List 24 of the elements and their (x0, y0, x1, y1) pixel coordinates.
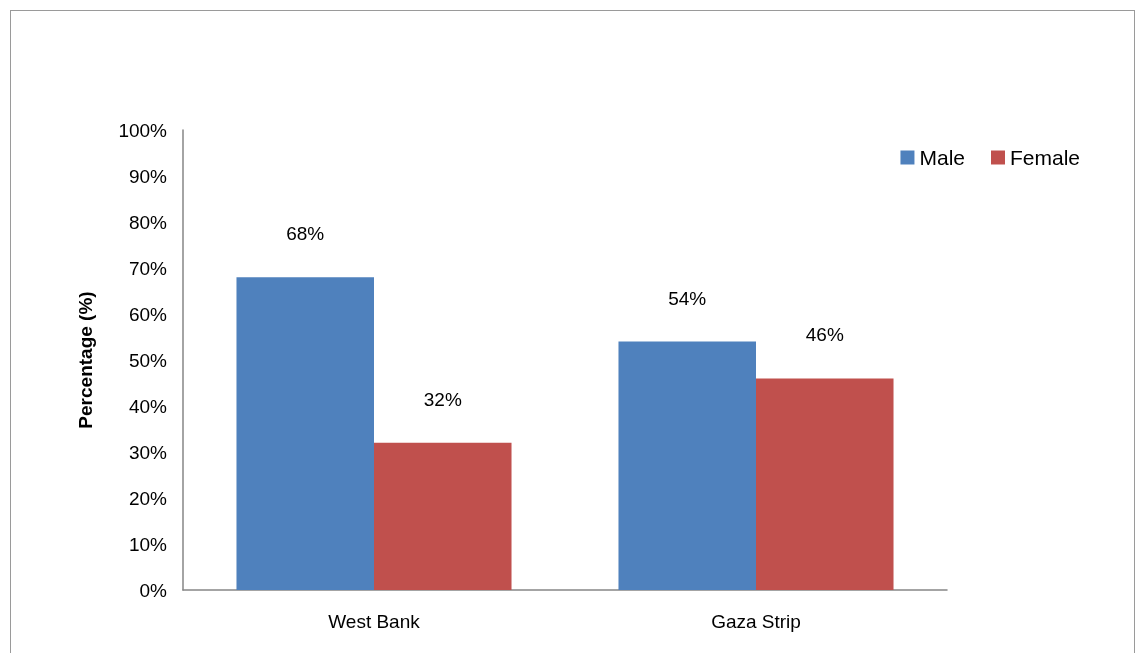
data-label: 68% (286, 223, 325, 245)
y-tick-label: 70% (128, 257, 168, 279)
bar (374, 442, 512, 590)
x-tick-label: Gaza Strip (711, 611, 801, 632)
y-tick-label: 80% (128, 211, 168, 233)
y-tick-label: 0% (139, 579, 168, 601)
y-tick-label: 100% (118, 119, 168, 141)
legend-label: Female (1009, 146, 1081, 169)
y-tick-label: 40% (128, 395, 168, 417)
x-tick-label: West Bank (328, 611, 421, 632)
bar (236, 277, 374, 590)
y-tick-label: 60% (128, 303, 168, 325)
data-label: 54% (668, 287, 707, 309)
bar (618, 341, 756, 590)
data-label: 32% (423, 388, 462, 410)
y-tick-label: 10% (128, 533, 168, 555)
y-tick-label: 90% (128, 165, 168, 187)
data-label: 46% (805, 324, 844, 346)
y-tick-label: 30% (128, 441, 168, 463)
legend-label: Male (919, 146, 965, 169)
y-tick-label: 20% (128, 487, 168, 509)
y-tick-label: 50% (128, 349, 168, 371)
y-axis-title: Percentage (%) (75, 291, 96, 429)
bar (756, 378, 894, 590)
